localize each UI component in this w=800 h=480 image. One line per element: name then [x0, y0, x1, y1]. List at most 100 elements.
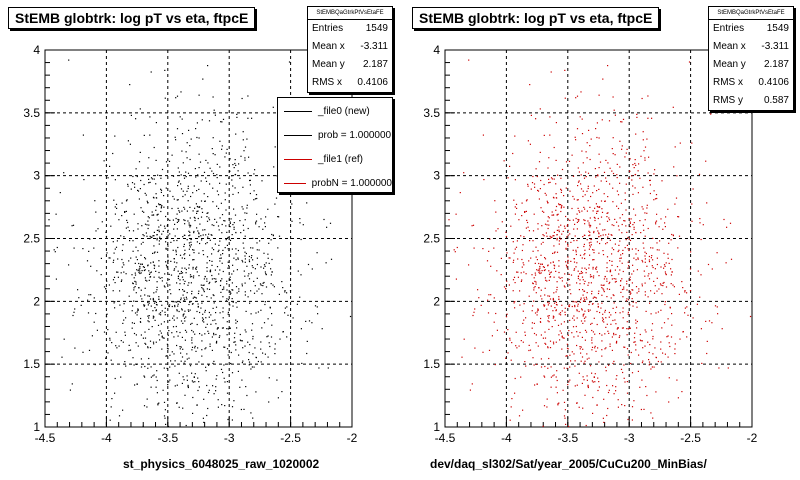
data-point	[203, 421, 205, 423]
data-point	[246, 207, 248, 209]
data-point	[143, 235, 145, 237]
data-point	[622, 296, 624, 298]
data-point	[132, 283, 134, 285]
data-point	[297, 270, 299, 272]
data-point	[586, 379, 588, 381]
data-point	[258, 288, 260, 290]
data-point	[580, 346, 582, 348]
data-point	[147, 220, 149, 222]
data-point	[262, 228, 264, 230]
data-point	[225, 209, 227, 211]
data-point	[172, 301, 174, 303]
data-point	[229, 158, 231, 160]
data-point	[614, 281, 616, 283]
data-point	[632, 301, 634, 303]
data-point	[147, 167, 149, 169]
data-point	[590, 225, 592, 227]
data-point	[174, 306, 176, 308]
data-point	[180, 188, 183, 190]
data-point	[625, 183, 627, 185]
data-point	[556, 289, 558, 291]
data-point	[189, 224, 191, 226]
data-point	[107, 329, 109, 331]
data-point	[154, 265, 156, 267]
data-point	[185, 171, 187, 173]
data-point	[196, 271, 198, 273]
data-point	[198, 252, 200, 254]
data-point	[114, 392, 116, 394]
data-point	[234, 162, 236, 165]
data-point	[182, 315, 184, 317]
data-point	[219, 217, 221, 219]
data-point	[160, 191, 162, 193]
data-point	[239, 220, 241, 222]
data-point	[252, 237, 254, 239]
data-point	[550, 71, 552, 73]
data-point	[627, 418, 629, 421]
data-point	[159, 277, 161, 279]
data-point	[584, 300, 586, 302]
data-point	[246, 394, 248, 397]
data-point	[123, 303, 125, 305]
data-point	[236, 269, 238, 271]
data-point	[639, 386, 641, 388]
data-point	[213, 249, 215, 251]
data-point	[640, 155, 642, 157]
data-point	[549, 340, 552, 342]
data-point	[601, 340, 603, 342]
data-point	[146, 308, 148, 310]
data-point	[229, 279, 231, 281]
data-point	[505, 288, 507, 290]
data-point	[238, 288, 240, 290]
data-point	[158, 260, 160, 262]
data-point	[232, 224, 234, 226]
data-point	[584, 329, 587, 331]
data-point	[548, 315, 550, 317]
data-point	[172, 317, 174, 319]
data-point	[197, 306, 199, 308]
data-point	[203, 193, 205, 195]
legend-entry: _file1 (ref)	[278, 147, 392, 171]
data-point	[186, 239, 188, 241]
data-point	[583, 290, 585, 292]
data-point	[198, 232, 200, 234]
data-point	[480, 304, 482, 306]
data-point	[140, 263, 142, 265]
data-point	[226, 148, 228, 150]
data-point	[593, 296, 595, 298]
data-point	[330, 258, 333, 260]
data-point	[153, 343, 155, 345]
data-point	[156, 289, 158, 291]
data-point	[165, 161, 168, 163]
data-point	[608, 316, 610, 318]
data-point	[593, 232, 595, 234]
data-point	[243, 247, 245, 249]
data-point	[134, 384, 136, 386]
data-point	[612, 137, 614, 139]
data-point	[624, 220, 626, 222]
data-point	[158, 226, 160, 228]
y-tick-label: 1	[33, 420, 40, 434]
data-point	[642, 347, 644, 349]
data-point	[248, 364, 250, 366]
data-point	[669, 307, 671, 309]
data-point	[124, 211, 126, 213]
data-point	[247, 227, 249, 230]
data-point	[670, 268, 672, 270]
data-point	[527, 183, 529, 185]
data-point	[663, 281, 665, 284]
data-point	[667, 335, 669, 337]
data-point	[208, 389, 210, 391]
data-point	[528, 295, 530, 297]
data-point	[68, 264, 70, 266]
data-point	[564, 417, 566, 419]
data-point	[490, 294, 492, 296]
data-point	[634, 332, 636, 334]
data-point	[575, 266, 577, 268]
data-point	[622, 327, 624, 329]
data-point	[189, 145, 191, 147]
data-point	[128, 230, 130, 232]
data-point	[584, 339, 586, 341]
data-point	[596, 310, 598, 313]
data-point	[565, 247, 567, 249]
